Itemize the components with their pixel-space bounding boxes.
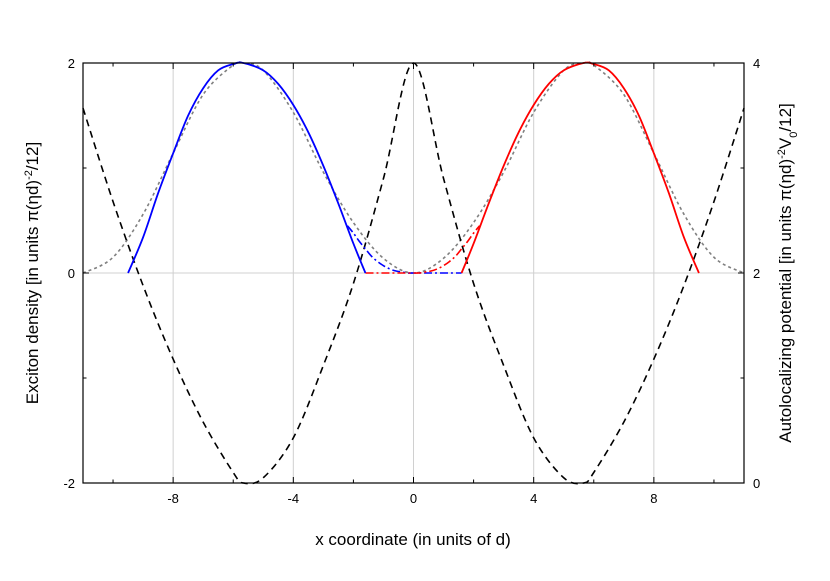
y-left-tick-label: -2 <box>63 476 75 491</box>
x-axis-title: x coordinate (in units of d) <box>315 530 511 549</box>
x-tick-label: -4 <box>288 491 300 506</box>
right-y-title-superscript: -2 <box>776 149 788 159</box>
ticks <box>83 62 744 484</box>
tick-labels: -8 -4 0 4 8 -2 0 2 0 2 4 <box>63 56 760 506</box>
y-left-tick-label: 0 <box>68 266 75 281</box>
x-tick-label: -8 <box>167 491 179 506</box>
y-right-tick-label: 2 <box>753 266 760 281</box>
right-y-axis-title: Autolocalizing potential [in units π(ηd)… <box>776 103 800 443</box>
left-y-title-part: Exciton density [in units π(ηd) <box>23 180 42 404</box>
right-y-title-subscript: 0 <box>788 132 800 138</box>
series-line-solid-blue <box>127 61 367 274</box>
left-y-title-part: /12] <box>23 142 42 170</box>
y-right-tick-label: 4 <box>753 56 760 71</box>
series-line-solid-red <box>460 61 700 274</box>
left-y-axis-title: Exciton density [in units π(ηd)-2/12] <box>23 142 42 404</box>
series-line-dashdot-red <box>365 225 481 274</box>
right-y-title-part: /12] <box>776 103 795 131</box>
x-tick-label: 4 <box>530 491 537 506</box>
right-y-title-part: V <box>776 137 795 149</box>
right-y-title-part: Autolocalizing potential [in units π(ηd) <box>776 159 795 443</box>
x-tick-label: 8 <box>650 491 657 506</box>
series-line-dashdot-blue <box>346 225 462 274</box>
x-tick-label: 0 <box>410 491 417 506</box>
y-right-tick-label: 0 <box>753 476 760 491</box>
y-left-tick-label: 2 <box>68 56 75 71</box>
left-y-title-superscript: -2 <box>23 170 35 180</box>
